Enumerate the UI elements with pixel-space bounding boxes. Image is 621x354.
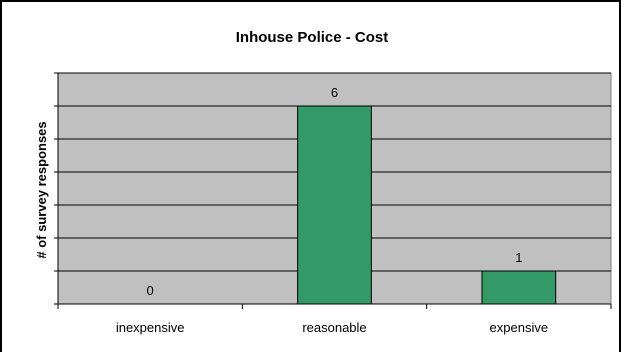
x-tick-label: reasonable	[302, 320, 366, 335]
data-label: 6	[331, 85, 338, 100]
x-tick-label: expensive	[490, 320, 549, 335]
bar	[481, 270, 557, 305]
data-label: 1	[515, 250, 522, 265]
x-axis-ticks	[57, 304, 612, 309]
y-axis-label: # of survey responses	[34, 121, 49, 258]
data-label: 0	[147, 283, 154, 298]
bars	[297, 105, 557, 305]
x-tick-label: inexpensive	[116, 320, 185, 335]
chart-title: Inhouse Police - Cost	[236, 29, 389, 46]
data-labels: 0 6 1	[147, 85, 523, 298]
y-axis-ticks	[54, 72, 58, 305]
bar	[297, 105, 372, 305]
x-axis-labels: inexpensive reasonable expensive	[116, 320, 548, 335]
